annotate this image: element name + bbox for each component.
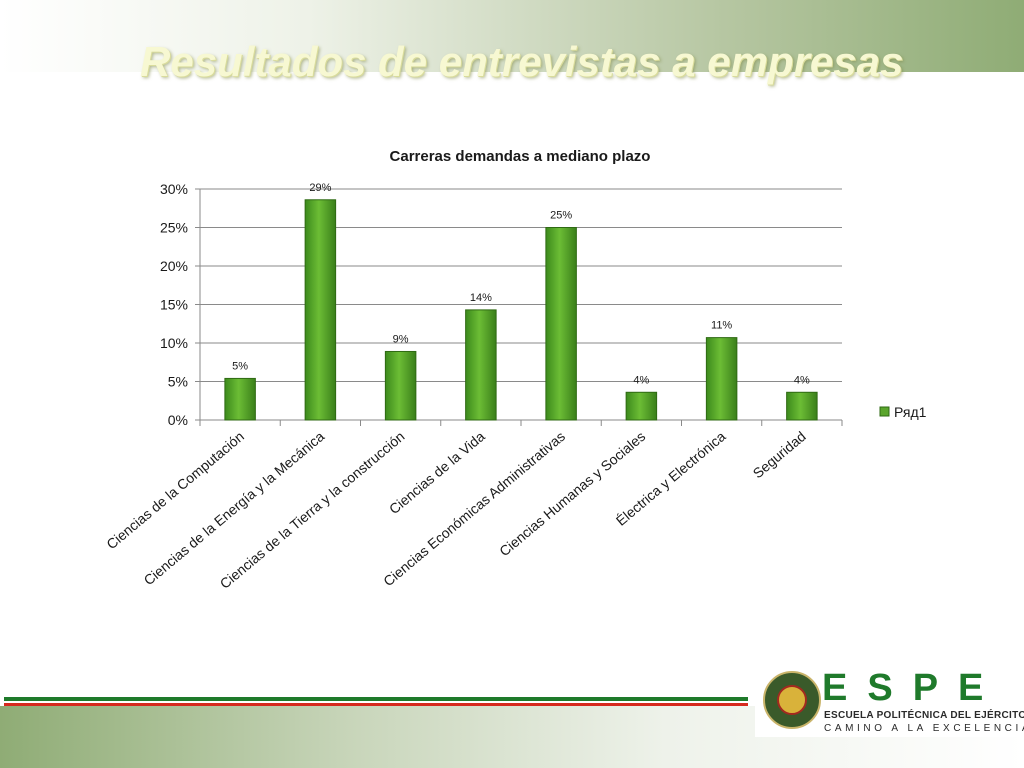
y-tick-label: 10%: [160, 335, 188, 351]
gridlines: [195, 188, 842, 421]
logo-school-name: ESCUELA POLITÉCNICA DEL EJÉRCITO: [824, 710, 1024, 721]
y-tick-label: 0%: [168, 412, 188, 428]
bar: [625, 391, 658, 421]
data-label: 14%: [470, 292, 492, 304]
bars: [224, 199, 818, 421]
bar: [304, 199, 337, 421]
red-stripe: [4, 703, 748, 707]
x-tick-label: Ciencias de la Computación: [103, 428, 247, 552]
legend-swatch: [879, 406, 890, 417]
bar: [786, 391, 818, 421]
y-tick-label: 20%: [160, 258, 188, 274]
bar: [224, 377, 256, 421]
x-tick-label: Ciencias Económicas Administrativas: [380, 428, 568, 589]
y-tick-label: 30%: [160, 181, 188, 197]
green-stripe: [4, 697, 748, 701]
bar: [545, 227, 577, 421]
university-seal-icon: [763, 671, 821, 729]
data-label: 11%: [711, 320, 732, 332]
y-tick-label: 5%: [168, 374, 188, 390]
data-label: 9%: [393, 333, 409, 345]
data-label: 29%: [309, 182, 331, 194]
data-label: 4%: [794, 374, 810, 386]
data-label: 5%: [232, 360, 248, 372]
bar-chart: Carreras demandas a mediano plazo 5% 29% 9…: [103, 148, 927, 592]
axes: [199, 189, 843, 426]
chart-title: Carreras demandas a mediano plazo: [390, 148, 651, 165]
logo-wordmark: ESPE: [822, 667, 1004, 709]
logo-tagline: CAMINO A LA EXCELENCIA: [824, 723, 1024, 734]
legend-label: Ряд1: [894, 404, 927, 420]
legend: Ряд1: [879, 404, 927, 420]
data-label: 4%: [633, 374, 649, 386]
header-band: [0, 0, 1024, 72]
bar: [384, 350, 417, 421]
data-label: 25%: [550, 210, 572, 222]
espe-logo: ESPE ESCUELA POLITÉCNICA DEL EJÉRCITO CA…: [755, 667, 1024, 737]
y-tick-label: 15%: [160, 297, 188, 313]
x-tick-label: Ciencias Humanas y Sociales: [496, 428, 648, 559]
y-tick-labels: 0% 5% 10% 15% 20% 25% 30%: [160, 181, 188, 428]
bar: [465, 309, 497, 421]
y-tick-label: 25%: [160, 220, 188, 236]
data-labels: 5% 29% 9% 14% 25% 4% 11% 4%: [232, 182, 810, 387]
x-tick-label: Seguridad: [750, 428, 809, 481]
slide-title: Resultados de entrevistas a empresas: [140, 38, 904, 85]
bar: [705, 337, 738, 421]
